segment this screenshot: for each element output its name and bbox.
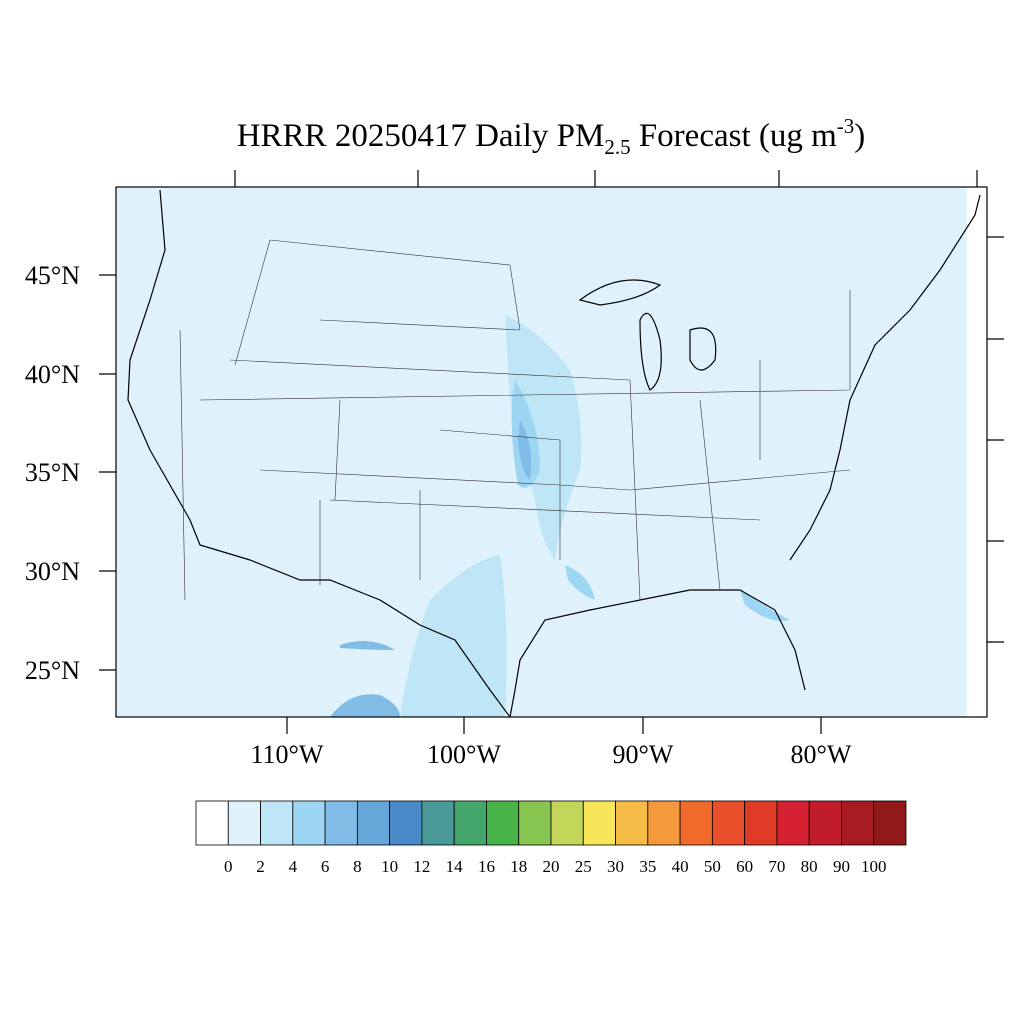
plume: [330, 694, 400, 717]
map: [115, 170, 1004, 718]
colorbar-box: [227, 800, 261, 846]
colorbar-label: 16: [478, 857, 495, 876]
title-main: HRRR 20250417 Daily PM: [237, 118, 605, 154]
colorbar-label: 10: [381, 857, 398, 876]
lat-label: 30°N: [25, 557, 80, 586]
plume: [740, 590, 790, 621]
colorbar-label: 70: [768, 857, 785, 876]
title: HRRR 20250417 Daily PM2.5 Forecast (ug m…: [237, 114, 866, 159]
lon-label: 80°W: [791, 740, 852, 769]
frame-ticks: [234, 170, 1004, 643]
colorbar-label: 30: [607, 857, 624, 876]
lon-label: 100°W: [427, 740, 501, 769]
title-after: Forecast (ug m: [631, 118, 838, 154]
plume: [340, 641, 395, 650]
colorbar-box: [808, 800, 842, 846]
colorbar-label: 12: [413, 857, 430, 876]
colorbar-label: 35: [639, 857, 656, 876]
colorbar-box: [841, 800, 875, 846]
colorbar-label: 40: [672, 857, 689, 876]
colorbar-box: [389, 800, 423, 846]
colorbar-box: [421, 800, 455, 846]
title-sup: -3: [837, 114, 855, 138]
colorbar-label: 50: [704, 857, 721, 876]
lat-label: 40°N: [25, 360, 80, 389]
colorbar-label: 14: [446, 857, 464, 876]
colorbar-label: 60: [736, 857, 753, 876]
colorbar-label: 0: [224, 857, 233, 876]
colorbar-box: [744, 800, 778, 846]
colorbar-box: [356, 800, 391, 846]
colorbar-box: [679, 800, 713, 846]
plume: [505, 315, 582, 560]
lat-label: 45°N: [25, 261, 80, 290]
colorbar-label: 90: [833, 857, 850, 876]
colorbar-label: 8: [353, 857, 362, 876]
colorbar-box: [486, 800, 520, 846]
colorbar-box: [776, 800, 810, 846]
plume: [565, 565, 595, 600]
colorbar-box: [324, 800, 358, 846]
colorbar-label: 4: [289, 857, 298, 876]
colorbar-box: [453, 800, 487, 846]
colorbar-label: 100: [861, 857, 887, 876]
colorbar-box: [550, 800, 584, 846]
lat-label: 35°N: [25, 458, 80, 487]
colorbar-label: 80: [801, 857, 818, 876]
title-close: ): [854, 118, 865, 154]
colorbar-box: [873, 800, 907, 846]
colorbar-box: [647, 800, 681, 846]
lon-label: 110°W: [251, 740, 324, 769]
plume: [518, 420, 532, 480]
colorbar-label: 20: [543, 857, 560, 876]
colorbar-box: [615, 800, 649, 846]
title-sub: 2.5: [604, 135, 630, 159]
lat-label: 25°N: [25, 656, 80, 685]
colorbar-box: [195, 800, 229, 846]
colorbar-label: 2: [256, 857, 265, 876]
colorbar-box: [711, 800, 746, 846]
colorbar-box: [518, 800, 552, 846]
colorbar-label: 18: [510, 857, 527, 876]
colorbar-box: [582, 800, 616, 846]
colorbar-label: 6: [321, 857, 330, 876]
colorbar-label: 25: [575, 857, 592, 876]
map-edge: [967, 187, 987, 717]
colorbar-box: [292, 800, 326, 846]
colorbar-box: [260, 800, 294, 846]
lon-label: 90°W: [613, 740, 674, 769]
map-frame: [115, 186, 988, 718]
